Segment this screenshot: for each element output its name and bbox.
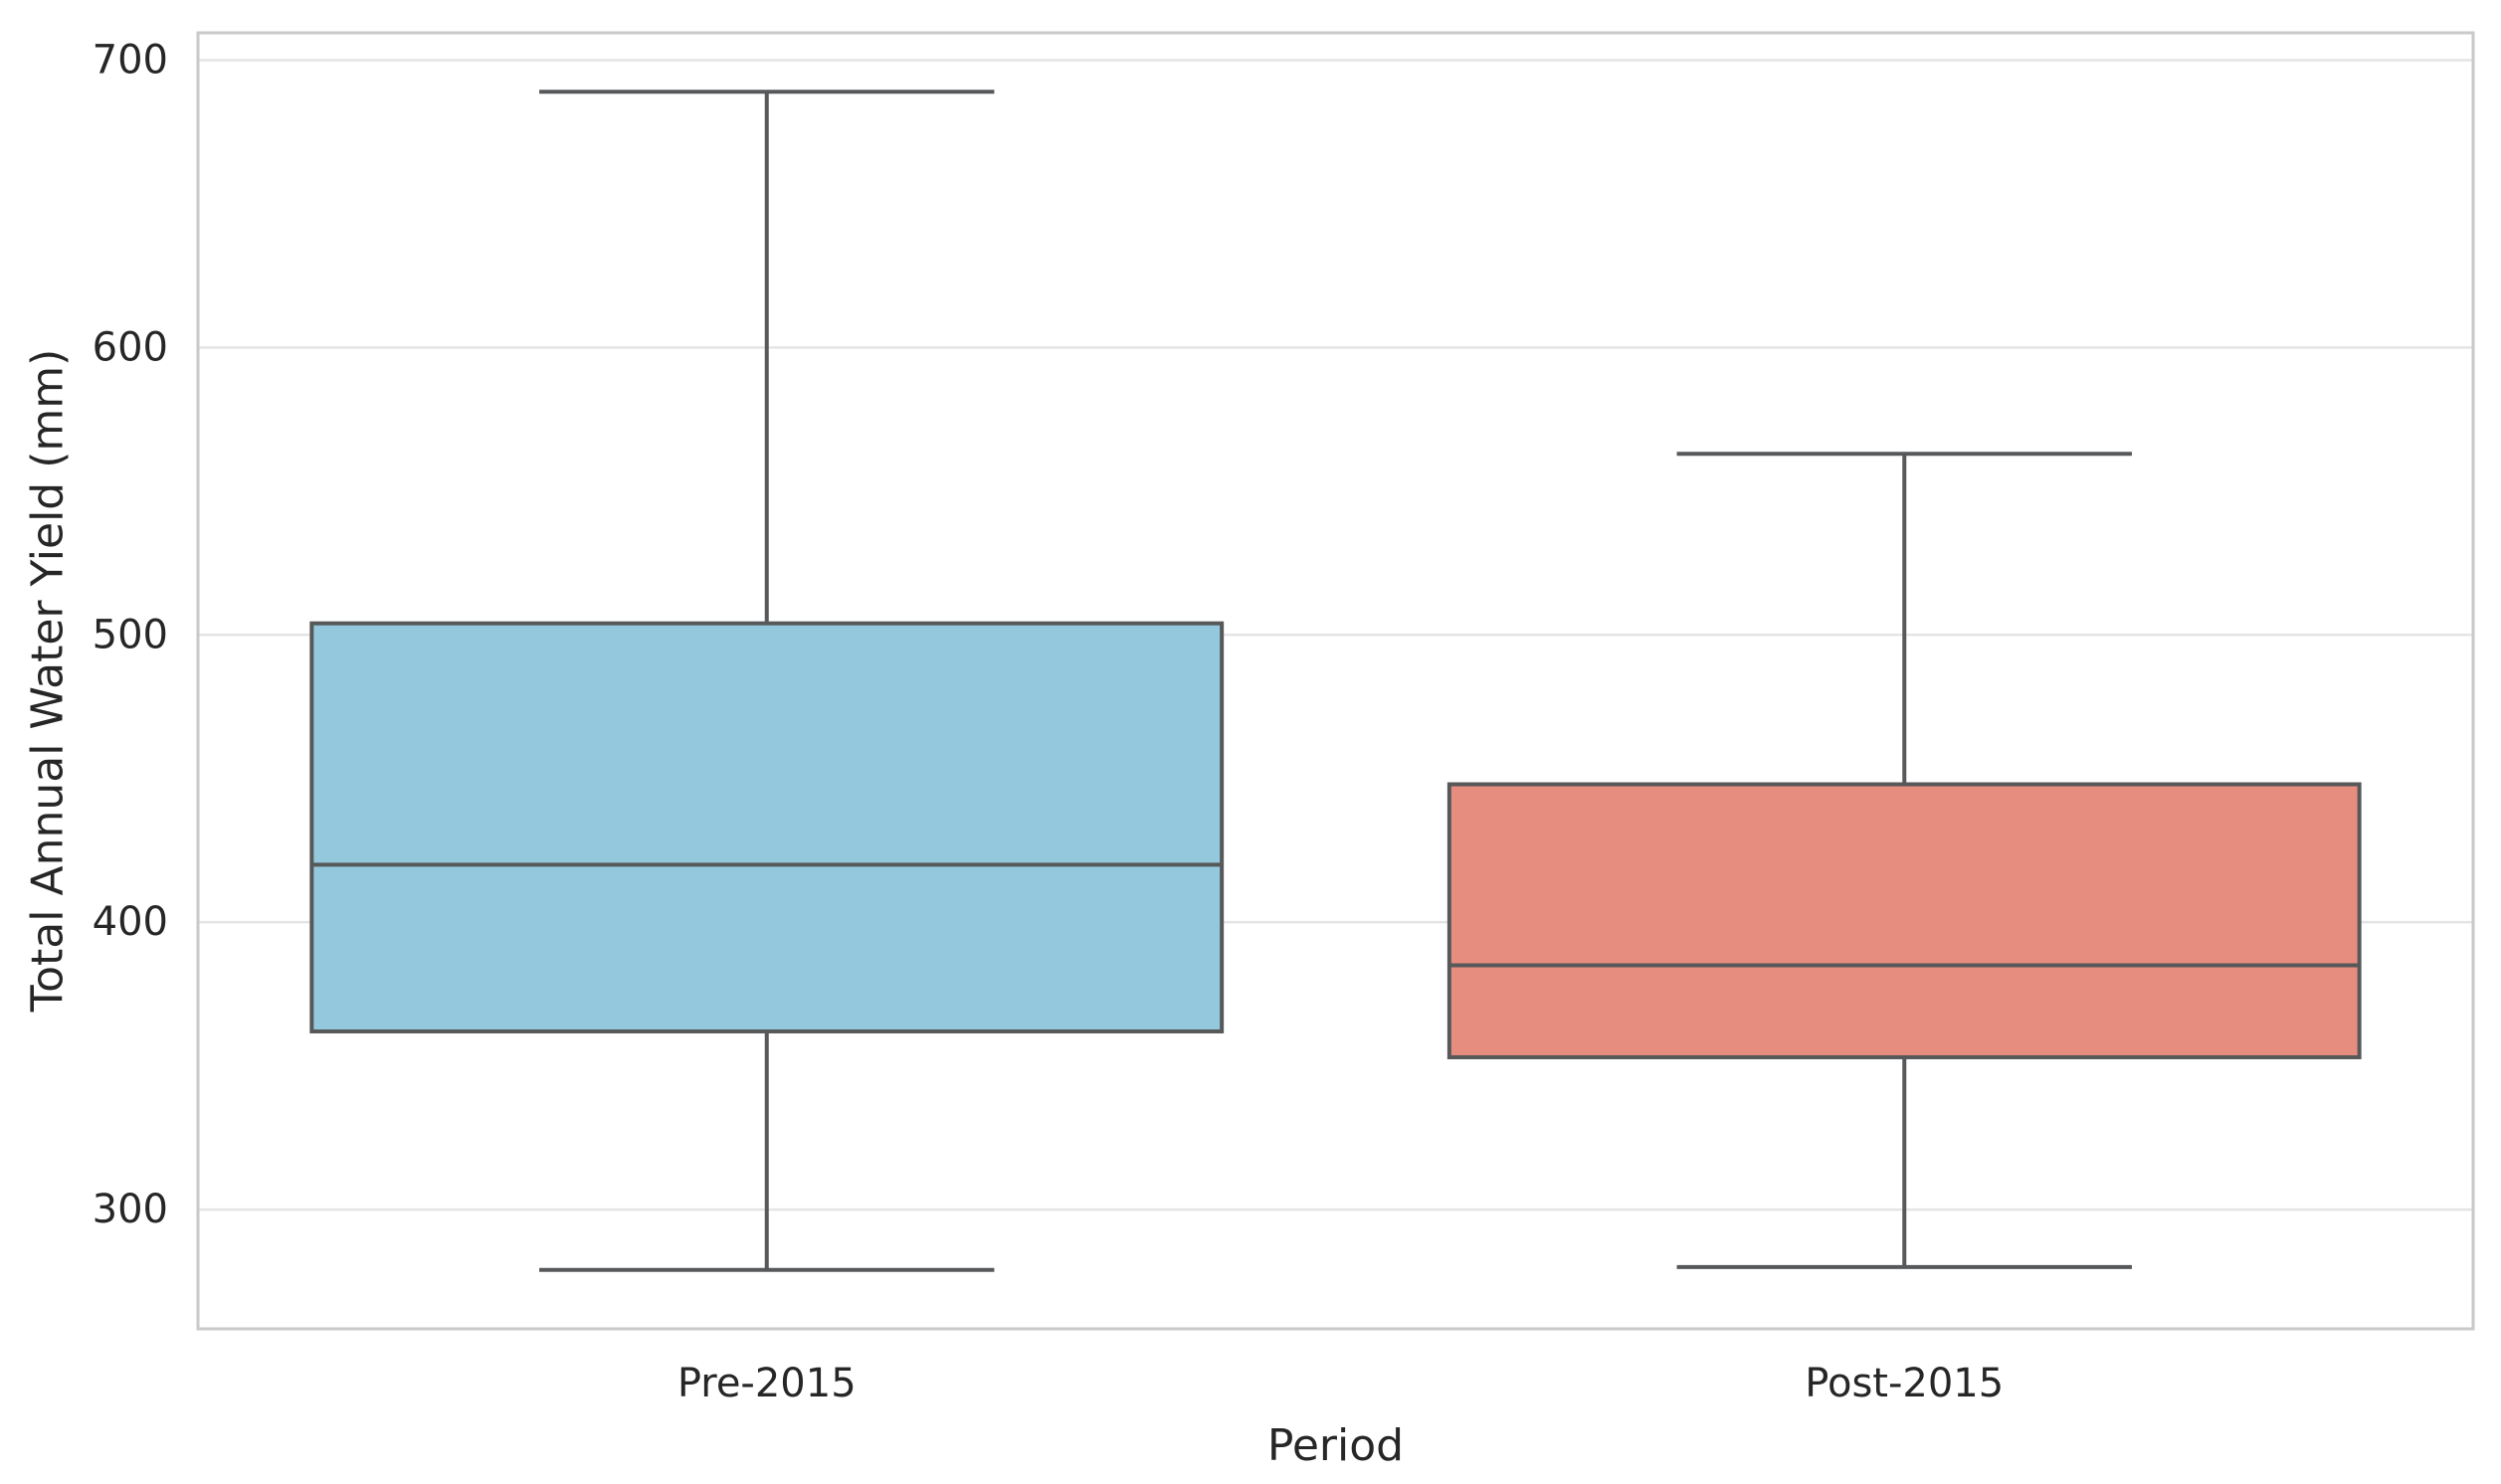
x-tick-label-pre-2015: Pre-2015 [677, 1361, 857, 1406]
box-post-2015 [1446, 782, 2362, 1059]
x-tick-label-post-2015: Post-2015 [1805, 1361, 2004, 1406]
y-axis-label: Total Annual Water Yield (mm) [22, 348, 74, 1013]
plot-border [196, 31, 2475, 1331]
box-pre-2015 [309, 621, 1225, 1033]
y-tick-label-500: 500 [93, 612, 168, 657]
x-axis-label: Period [1266, 1420, 1405, 1471]
y-tick-label-600: 600 [93, 324, 168, 370]
y-tick-label-400: 400 [93, 899, 168, 945]
y-tick-label-300: 300 [93, 1187, 168, 1232]
y-tick-label-700: 700 [93, 37, 168, 83]
